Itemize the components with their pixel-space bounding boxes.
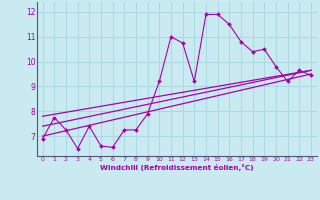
X-axis label: Windchill (Refroidissement éolien,°C): Windchill (Refroidissement éolien,°C) xyxy=(100,164,254,171)
